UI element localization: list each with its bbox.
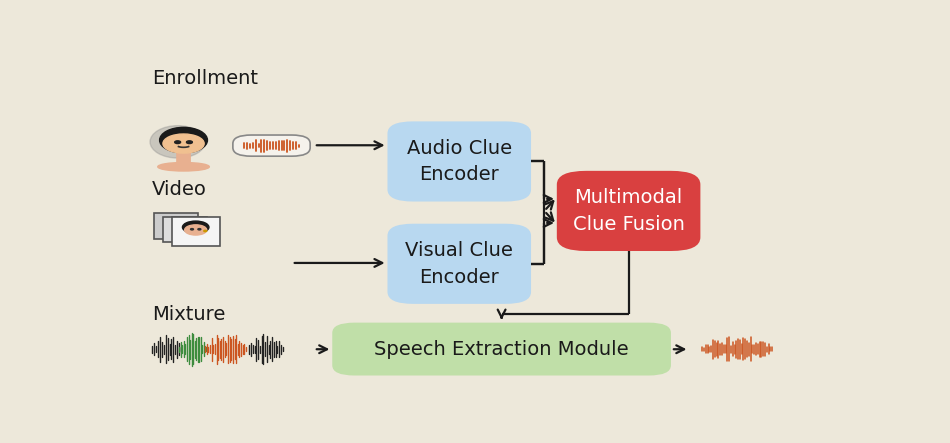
Ellipse shape <box>158 163 209 171</box>
FancyBboxPatch shape <box>557 171 700 251</box>
Text: Multimodal
Clue Fusion: Multimodal Clue Fusion <box>573 188 685 233</box>
Bar <box>172 217 219 246</box>
Bar <box>154 214 199 239</box>
FancyBboxPatch shape <box>176 152 191 162</box>
Circle shape <box>182 221 209 233</box>
Text: Enrollment: Enrollment <box>152 69 257 88</box>
Circle shape <box>175 141 180 144</box>
Ellipse shape <box>160 127 207 153</box>
Text: Audio Clue
Encoder: Audio Clue Encoder <box>407 139 512 184</box>
Circle shape <box>198 229 200 230</box>
Text: Visual Clue
Encoder: Visual Clue Encoder <box>406 241 513 287</box>
FancyBboxPatch shape <box>388 121 531 202</box>
Circle shape <box>186 141 192 144</box>
Text: Speech Extraction Module: Speech Extraction Module <box>374 340 629 358</box>
Text: Mixture: Mixture <box>152 305 225 323</box>
FancyBboxPatch shape <box>233 135 310 156</box>
Circle shape <box>191 229 194 230</box>
Circle shape <box>163 134 204 153</box>
Ellipse shape <box>150 126 205 158</box>
Bar <box>163 217 207 242</box>
FancyBboxPatch shape <box>332 323 671 376</box>
Circle shape <box>184 225 207 235</box>
FancyBboxPatch shape <box>388 224 531 304</box>
Circle shape <box>204 230 207 232</box>
Text: Video: Video <box>152 180 207 199</box>
